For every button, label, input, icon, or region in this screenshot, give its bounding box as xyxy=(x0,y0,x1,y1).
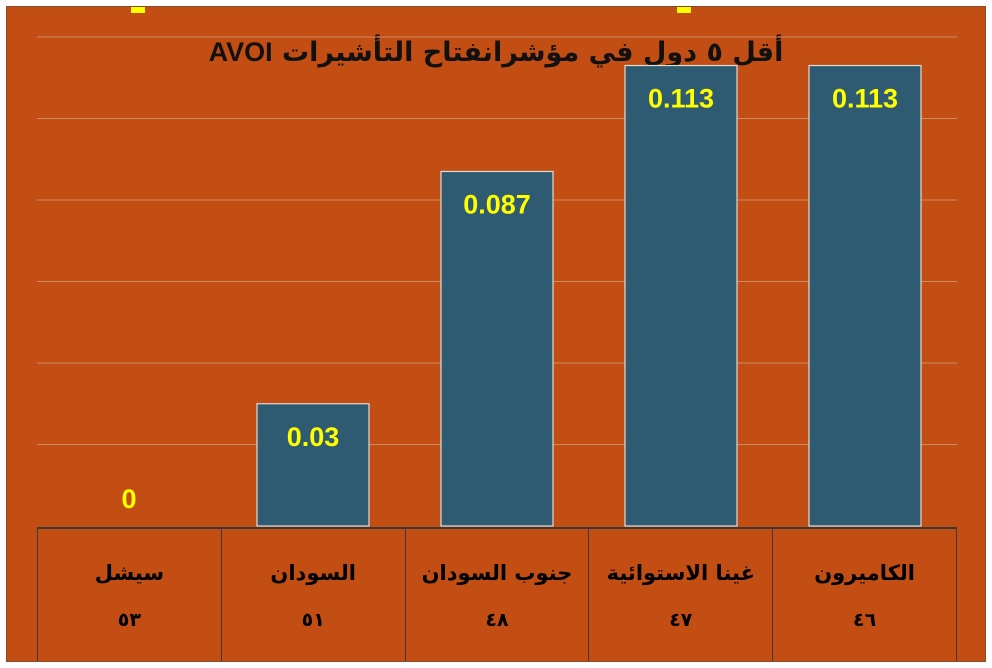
data-label: 0.03 xyxy=(287,422,340,452)
bar xyxy=(440,170,554,527)
chart-plot: 0 0.03 0.087 0.113 0.113 xyxy=(37,36,957,527)
category-row: سيشل ٥٣ السودان ٥١ جنوب السودان ٤٨ غينا الاستو… xyxy=(37,527,957,661)
category-table: سيشل ٥٣ السودان ٥١ جنوب السودان ٤٨ غينا الاستو… xyxy=(37,527,957,661)
category-label: سيشل xyxy=(94,561,165,585)
data-label: 0 xyxy=(121,484,136,514)
category-label: الكاميرون xyxy=(814,561,915,585)
yellow-marker-right xyxy=(677,7,691,13)
category-label: غينا الاستوائية xyxy=(606,561,755,585)
category-cell: السودان ٥١ xyxy=(220,527,406,661)
category-rank: ٤٧ xyxy=(669,609,693,631)
category-rank: ٥٣ xyxy=(117,609,141,631)
chart-title-english: AVOI xyxy=(208,37,273,67)
category-label: السودان xyxy=(270,561,356,585)
category-label: جنوب السودان xyxy=(421,561,573,585)
category-rank: ٤٦ xyxy=(852,609,877,631)
category-rank: ٤٨ xyxy=(485,609,509,631)
category-cell: غينا الاستوائية ٤٧ xyxy=(588,527,774,661)
category-cell: سيشل ٥٣ xyxy=(37,527,222,661)
data-label: 0.087 xyxy=(463,189,531,219)
chart-title: أقل ٥ دول في مؤشرانفتاح التأشيرات AVOI xyxy=(7,37,985,68)
data-label: 0.113 xyxy=(648,84,714,114)
bar xyxy=(808,64,922,527)
category-cell: جنوب السودان ٤٨ xyxy=(404,527,590,661)
category-cell: الكاميرون ٤٦ xyxy=(772,527,957,661)
bar xyxy=(256,403,370,527)
chart-title-arabic: أقل ٥ دول في مؤشرانفتاح التأشيرات xyxy=(282,37,784,68)
bar xyxy=(624,64,738,527)
chart-frame: أقل ٥ دول في مؤشرانفتاح التأشيرات AVOI 0… xyxy=(6,6,986,662)
data-label: 0.113 xyxy=(832,84,898,114)
yellow-marker-left xyxy=(131,7,145,13)
category-rank: ٥١ xyxy=(301,609,325,631)
